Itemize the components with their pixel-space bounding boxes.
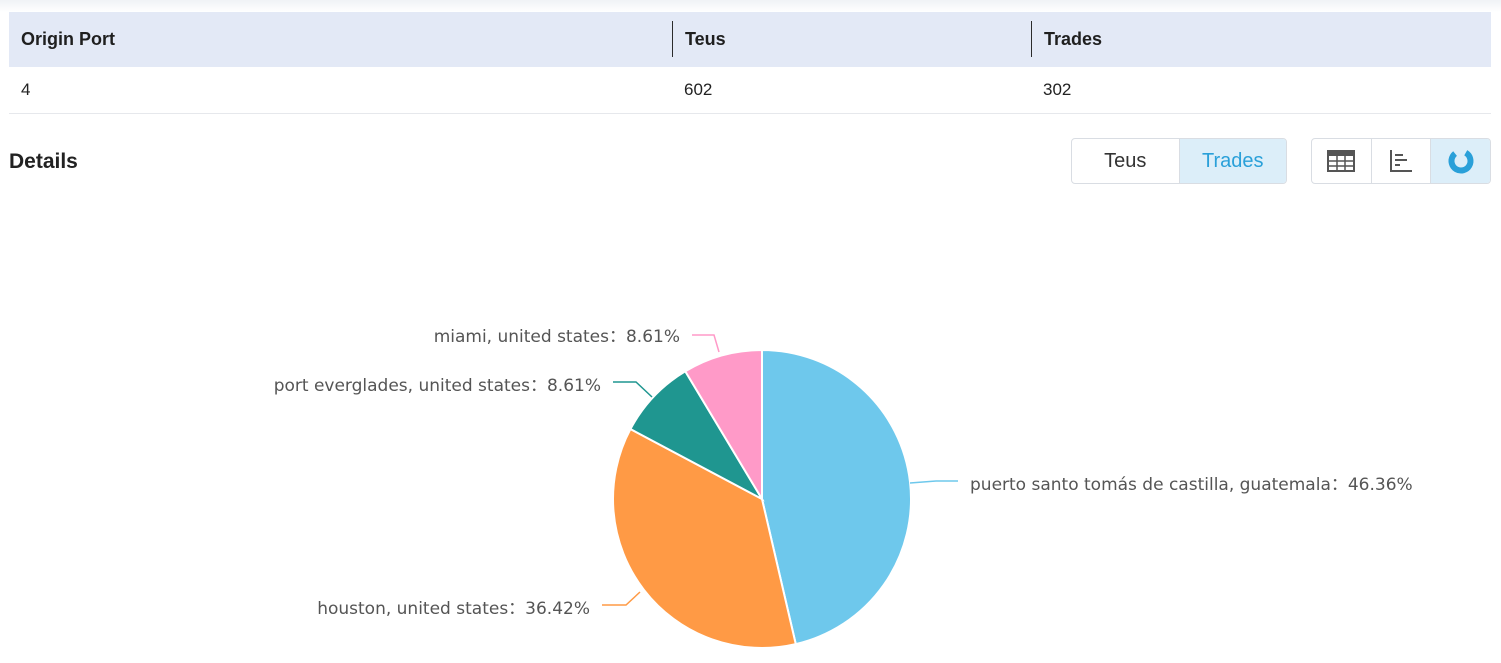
header-origin-port[interactable]: Origin Port: [21, 29, 115, 49]
table-icon: [1327, 150, 1356, 172]
pie-chart-icon: [1448, 148, 1474, 174]
top-shadow-bar: [0, 0, 1501, 12]
label-leader-line: [692, 334, 720, 353]
slice-label: houston, united states：36.42%: [317, 599, 590, 619]
cell-origin-port: 4: [21, 80, 31, 99]
metric-toggle: Teus Trades: [1071, 138, 1287, 184]
bar-view-button[interactable]: [1370, 139, 1431, 183]
cell-teus: 602: [684, 80, 713, 99]
table-row: 4 602 302: [9, 67, 1491, 114]
pie-slice[interactable]: [612, 427, 797, 649]
label-leader-line: [909, 480, 958, 484]
bar-chart-icon: [1390, 150, 1412, 172]
header-teus[interactable]: Teus: [672, 21, 1031, 57]
pie-slice[interactable]: [761, 348, 912, 646]
slice-label: port everglades, united states：8.61%: [274, 376, 601, 396]
teus-button[interactable]: Teus: [1104, 149, 1147, 172]
header-trades[interactable]: Trades: [1031, 21, 1491, 57]
summary-table: Origin Port Teus Trades 4 602 302: [9, 12, 1491, 114]
pie-slice[interactable]: [683, 348, 763, 503]
pie-chart: puerto santo tomás de castilla, guatemal…: [274, 327, 1413, 649]
cell-trades: 302: [1043, 80, 1072, 99]
table-view-button[interactable]: [1312, 139, 1371, 183]
details-title: Details: [9, 150, 78, 173]
trades-button[interactable]: Trades: [1178, 139, 1286, 183]
pie-view-button[interactable]: [1430, 139, 1490, 183]
slice-label: miami, united states：8.61%: [434, 327, 680, 347]
label-leader-line: [602, 591, 641, 606]
view-toggle: [1311, 138, 1491, 184]
slice-label: puerto santo tomás de castilla, guatemal…: [970, 475, 1413, 495]
label-leader-line: [613, 381, 653, 398]
table-header: Origin Port Teus Trades: [9, 12, 1491, 67]
